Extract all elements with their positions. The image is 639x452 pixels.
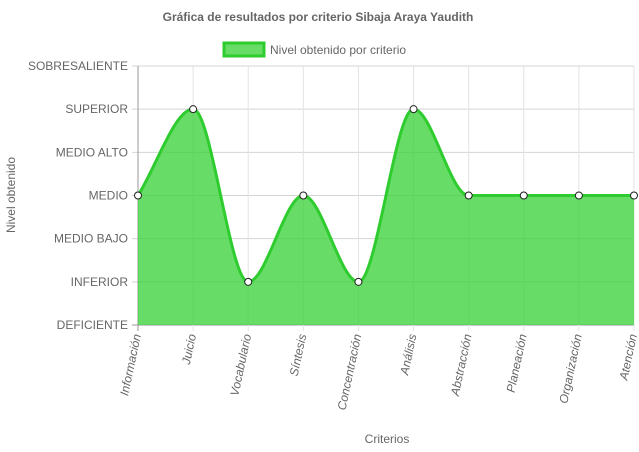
- x-tick-label: Vocabulario: [227, 332, 254, 397]
- y-tick-label: INFERIOR: [71, 275, 129, 289]
- y-tick-label: SUPERIOR: [65, 102, 128, 116]
- x-tick-label: Atención: [616, 332, 639, 382]
- data-point[interactable]: [409, 105, 418, 114]
- x-tick-label: Organización: [556, 332, 584, 404]
- data-points: [134, 105, 638, 286]
- legend-label: Nivel obtenido por criterio: [270, 43, 406, 57]
- data-point[interactable]: [464, 191, 473, 200]
- x-tick-label: Concentración: [335, 332, 365, 411]
- legend-swatch: [222, 41, 266, 58]
- x-tick-label: Juicio: [179, 332, 199, 366]
- data-point[interactable]: [134, 191, 142, 200]
- series-fill: [138, 109, 634, 326]
- data-point[interactable]: [630, 191, 638, 200]
- x-tick-label: Abstracción: [448, 332, 475, 398]
- data-point[interactable]: [354, 277, 363, 286]
- y-tick-label: MEDIO BAJO: [54, 232, 128, 246]
- data-point[interactable]: [189, 105, 198, 114]
- x-axis-ticks: Información Juicio Vocabulario Síntesis Conc…: [117, 332, 639, 411]
- data-point[interactable]: [299, 191, 308, 200]
- y-tick-label: MEDIO: [89, 189, 128, 203]
- data-point[interactable]: [244, 277, 253, 286]
- x-axis-title: Criterios: [365, 432, 410, 446]
- data-point[interactable]: [574, 191, 583, 200]
- series-area: [136, 107, 634, 326]
- x-tick-label: Información: [117, 332, 144, 397]
- y-tick-label: DEFICIENTE: [57, 318, 128, 332]
- x-tick-label: Planeación: [504, 332, 530, 393]
- x-tick-label: Análisis: [397, 333, 420, 377]
- data-point[interactable]: [519, 191, 528, 200]
- y-axis-ticks: DEFICIENTE INFERIOR MEDIO BAJO MEDIO MEDIO A…: [28, 59, 128, 332]
- y-tick-label: MEDIO ALTO: [56, 145, 128, 159]
- y-tick-label: SOBRESALIENTE: [28, 59, 128, 73]
- legend[interactable]: Nivel obtenido por criterio: [222, 41, 406, 58]
- x-tick-label: Síntesis: [287, 333, 310, 378]
- y-axis-title: Nivel obtenido: [4, 157, 18, 233]
- chart-title: Gráfica de resultados por criterio Sibaj…: [163, 10, 474, 24]
